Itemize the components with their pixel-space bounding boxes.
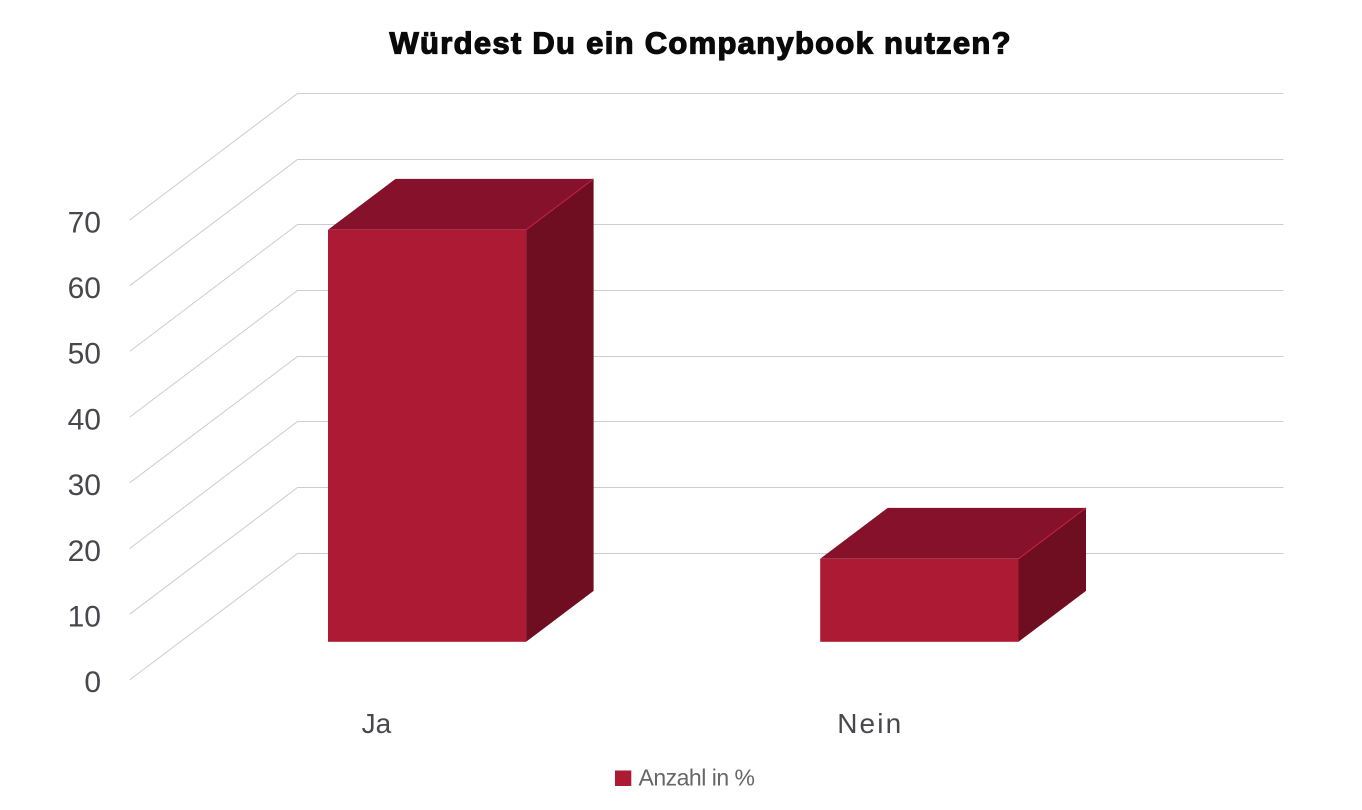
- svg-text:50: 50: [68, 338, 101, 371]
- svg-text:40: 40: [68, 403, 101, 436]
- svg-text:70: 70: [68, 206, 101, 239]
- svg-text:30: 30: [68, 469, 101, 502]
- svg-text:0: 0: [84, 666, 101, 699]
- svg-text:10: 10: [68, 601, 101, 634]
- svg-text:Anzahl in %: Anzahl in %: [639, 765, 755, 791]
- svg-text:Ja: Ja: [362, 708, 392, 739]
- svg-text:Nein: Nein: [837, 708, 901, 739]
- svg-text:20: 20: [68, 535, 101, 568]
- svg-text:60: 60: [68, 272, 101, 305]
- svg-text:Würdest Du ein Companybook nut: Würdest Du ein Companybook nutzen?: [390, 26, 1011, 61]
